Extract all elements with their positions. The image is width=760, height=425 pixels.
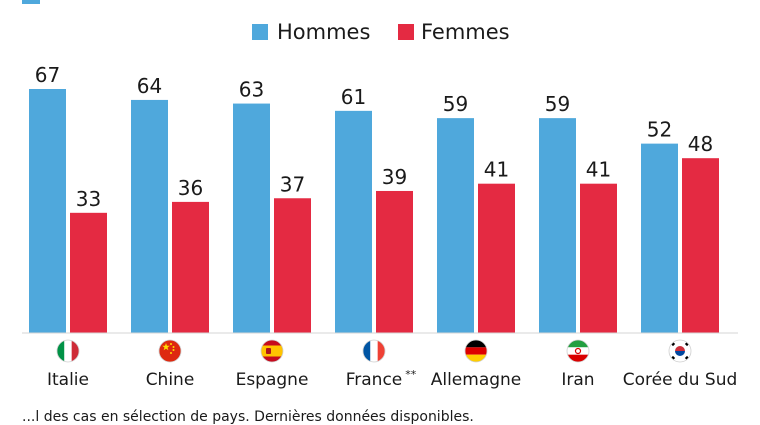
south-korea-flag-icon xyxy=(669,340,691,362)
category-label-3: France xyxy=(346,370,403,390)
value-label-femmes-3: 39 xyxy=(382,165,407,189)
legend-swatch-femmes xyxy=(398,24,414,40)
value-label-femmes-0: 33 xyxy=(76,187,101,211)
legend-label-femmes: Femmes xyxy=(421,20,510,44)
value-label-femmes-5: 41 xyxy=(586,158,611,182)
category-label-0: Italie xyxy=(47,370,89,390)
bar-hommes-5 xyxy=(539,118,576,333)
iran-flag-icon xyxy=(567,340,589,362)
category-label-6: Corée du Sud xyxy=(623,370,738,390)
germany-flag-icon xyxy=(465,340,487,362)
bar-femmes-4 xyxy=(478,183,515,333)
value-label-femmes-1: 36 xyxy=(178,176,203,200)
value-label-femmes-2: 37 xyxy=(280,172,305,196)
value-label-hommes-3: 61 xyxy=(341,85,366,109)
value-label-femmes-6: 48 xyxy=(688,132,713,156)
category-labels-group: Italie Chine Espagne France ** Allemagne Iran C… xyxy=(47,368,737,390)
bar-hommes-4 xyxy=(437,118,474,333)
bar-hommes-0 xyxy=(29,89,66,333)
category-label-1: Chine xyxy=(146,370,195,390)
category-label-4: Allemagne xyxy=(431,370,522,390)
bar-femmes-1 xyxy=(172,201,209,333)
value-label-hommes-4: 59 xyxy=(443,92,468,116)
bar-hommes-2 xyxy=(233,103,270,333)
value-label-hommes-5: 59 xyxy=(545,92,570,116)
bar-hommes-3 xyxy=(335,110,372,334)
italy-flag-icon xyxy=(57,340,79,362)
china-flag-icon xyxy=(159,340,181,362)
value-label-hommes-2: 63 xyxy=(239,78,264,102)
legend: Hommes Femmes xyxy=(252,20,510,44)
value-label-hommes-1: 64 xyxy=(137,74,162,98)
flags-group xyxy=(56,339,692,363)
legend-label-hommes: Hommes xyxy=(277,20,370,44)
value-label-femmes-4: 41 xyxy=(484,158,509,182)
france-flag-icon xyxy=(363,340,385,362)
spain-flag-icon xyxy=(261,340,283,362)
footer-note: ...l des cas en sélection de pays. Derni… xyxy=(22,409,474,425)
legend-swatch-hommes xyxy=(252,24,268,40)
bar-femmes-5 xyxy=(580,183,617,333)
bar-femmes-0 xyxy=(70,212,107,333)
bars-group: 67 33 64 36 63 37 61 39 59 41 59 41 52 48 xyxy=(29,63,719,334)
value-label-hommes-6: 52 xyxy=(647,118,672,142)
header-partial-marker xyxy=(22,0,40,4)
bar-femmes-2 xyxy=(274,198,311,333)
category-label-2: Espagne xyxy=(236,370,309,390)
bar-hommes-1 xyxy=(131,99,168,333)
bar-femmes-3 xyxy=(376,190,413,333)
bar-hommes-6 xyxy=(641,143,678,333)
category-label-5: Iran xyxy=(561,370,594,390)
bar-femmes-6 xyxy=(682,158,719,333)
category-note-3: ** xyxy=(405,368,417,381)
value-label-hommes-0: 67 xyxy=(35,63,60,87)
